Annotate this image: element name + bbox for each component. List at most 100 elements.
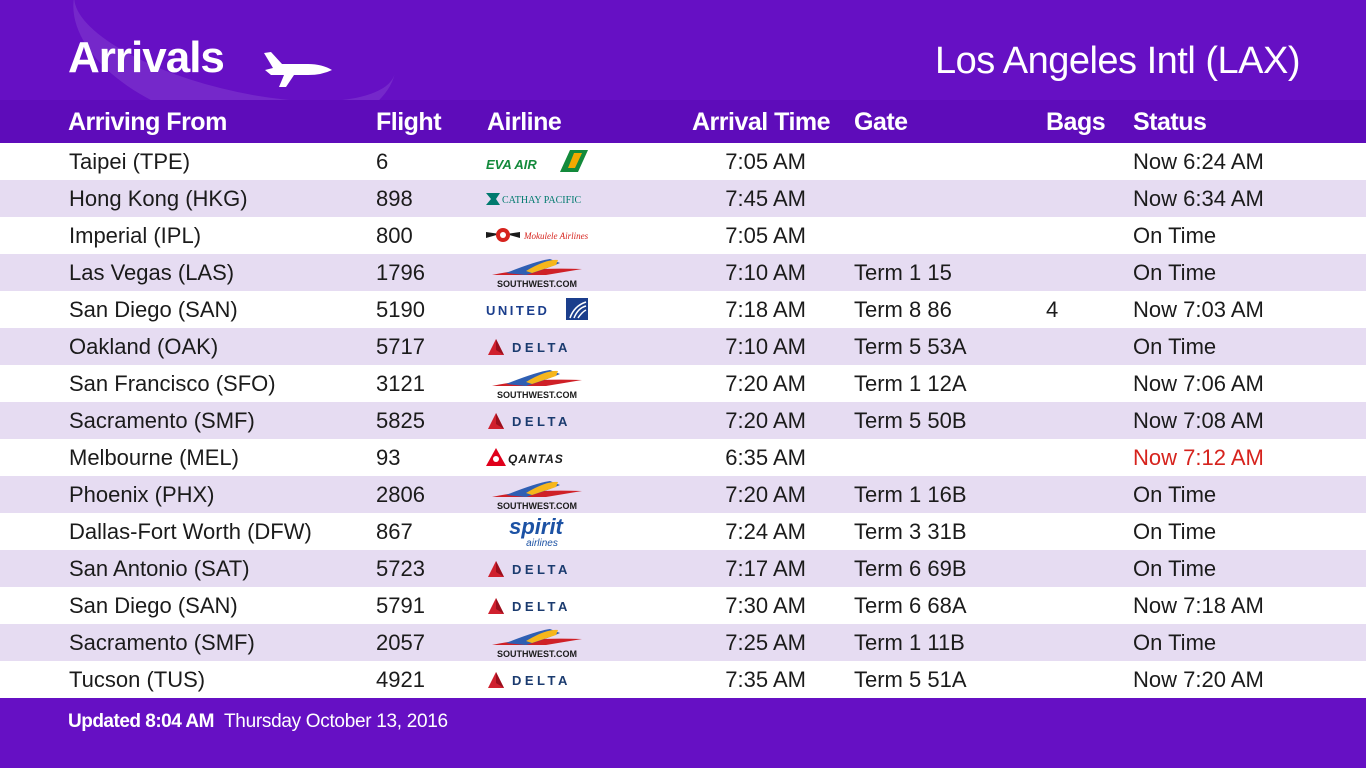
airline-logo-icon: SOUTHWEST.COM [492,481,582,510]
airline-logo-icon: Mokulele Airlines [486,228,588,242]
flight-number-cell: 5723 [376,556,425,581]
arrival-time-cell: 7:20 AM [725,482,806,507]
status-cell: Now 6:24 AM [1133,149,1264,174]
arrival-time-cell: 7:10 AM [725,334,806,359]
svg-text:QANTAS: QANTAS [508,452,564,466]
arrival-time-cell: 7:30 AM [725,593,806,618]
header-bar: Arrivals Los Angeles Intl (LAX) [0,0,1366,100]
status-cell: On Time [1133,519,1217,544]
svg-text:EVA AIR: EVA AIR [486,157,537,172]
svg-text:UNITED: UNITED [486,303,549,318]
flight-number-cell: 6 [376,149,389,174]
table-row: San Antonio (SAT) 5723 DELTA 7:17 AM Term 6… [0,550,1366,587]
arriving-from-cell: Oakland (OAK) [69,334,219,359]
airline-logo: Mokulele Airlines [486,220,588,251]
svg-text:SOUTHWEST.COM: SOUTHWEST.COM [497,279,577,288]
table-row: San Francisco (SFO) 3121 SOUTHWEST.COM 7:2… [0,365,1366,402]
svg-text:CATHAY PACIFIC: CATHAY PACIFIC [502,195,582,206]
flight-number-cell: 2057 [376,630,425,655]
flight-number-cell: 5190 [376,297,425,322]
column-header-flight: Flight [376,108,442,136]
airline-logo-icon: SOUTHWEST.COM [492,370,582,399]
arrival-time-cell: 7:24 AM [725,519,806,544]
arrival-time-cell: 7:20 AM [725,371,806,396]
airline-logo: SOUTHWEST.COM [486,368,588,399]
gate-cell: Term 1 16B [854,482,967,507]
airline-logo-icon: SOUTHWEST.COM [492,629,582,658]
page-title: Arrivals [68,33,225,82]
gate-cell: Term 8 86 [854,297,952,322]
gate-cell: Term 5 51A [854,667,967,692]
column-header-status: Status [1133,108,1207,136]
table-row: Hong Kong (HKG) 898 CATHAY PACIFIC 7:45 AM… [0,180,1366,217]
flight-number-cell: 93 [376,445,401,470]
table-row: Sacramento (SMF) 2057 SOUTHWEST.COM 7:25 A… [0,624,1366,661]
arrival-time-cell: 7:20 AM [725,408,806,433]
arrival-time-cell: 7:17 AM [725,556,806,581]
flight-number-cell: 1796 [376,260,425,285]
svg-text:SOUTHWEST.COM: SOUTHWEST.COM [497,501,577,510]
airline-logo-icon: SOUTHWEST.COM [492,259,582,288]
arriving-from-cell: Imperial (IPL) [69,223,202,248]
column-header-arrival-time: Arrival Time [692,108,831,136]
gate-cell: Term 1 11B [854,630,965,655]
column-header-arriving-from: Arriving From [68,108,227,136]
flight-number-cell: 5825 [376,408,425,433]
svg-text:SOUTHWEST.COM: SOUTHWEST.COM [497,390,577,399]
table-row: Sacramento (SMF) 5825 DELTA 7:20 AM Term 5 … [0,402,1366,439]
arrival-time-cell: 6:35 AM [725,445,806,470]
column-header-row: Arriving From Flight Airline Arrival Tim… [0,100,1366,143]
status-cell: On Time [1133,223,1217,248]
arrival-time-cell: 7:05 AM [725,149,806,174]
gate-cell: Term 1 12A [854,371,967,396]
airline-logo: DELTA [486,553,588,584]
arriving-from-cell: San Diego (SAN) [69,593,238,618]
gate-cell: Term 5 50B [854,408,967,433]
svg-text:DELTA: DELTA [512,562,571,577]
arrival-time-cell: 7:10 AM [725,260,806,285]
flight-number-cell: 3121 [376,371,425,396]
arrival-time-cell: 7:05 AM [725,223,806,248]
status-cell: Now 7:08 AM [1133,408,1264,433]
status-cell: Now 7:12 AM [1133,445,1264,470]
table-row: San Diego (SAN) 5791 DELTA 7:30 AM Term 6 6… [0,587,1366,624]
airline-logo: SOUTHWEST.COM [486,479,588,510]
arriving-from-cell: Las Vegas (LAS) [69,260,235,285]
table-row: Las Vegas (LAS) 1796 SOUTHWEST.COM 7:10 AM… [0,254,1366,291]
table-row: Taipei (TPE) 6 EVA AIR 7:05 AM Now 6:24 AM [0,143,1366,180]
arrivals-table: Taipei (TPE) 6 EVA AIR 7:05 AM Now 6:24 AM… [0,143,1366,698]
status-cell: On Time [1133,630,1217,655]
flight-number-cell: 5717 [376,334,425,359]
airport-name: Los Angeles Intl (LAX) [935,40,1301,82]
gate-cell: Term 6 68A [854,593,967,618]
current-date: Thursday October 13, 2016 [224,711,448,732]
airline-logo: QANTAS [486,442,588,473]
airline-logo-icon: spirit airlines [509,516,564,547]
status-cell: Now 7:06 AM [1133,371,1264,396]
airline-logo-icon: DELTA [488,672,567,688]
flight-number-cell: 2806 [376,482,425,507]
airline-logo-icon: DELTA [488,413,567,429]
table-row: Melbourne (MEL) 93 QANTAS 6:35 AM Now 7:12 … [0,439,1366,476]
arrival-time-cell: 7:35 AM [725,667,806,692]
airline-logo: DELTA [486,405,588,436]
airline-logo-icon: UNITED [486,298,588,320]
flight-number-cell: 800 [376,223,413,248]
arriving-from-cell: Sacramento (SMF) [69,630,255,655]
bags-cell: 4 [1046,297,1059,322]
arriving-from-cell: Dallas-Fort Worth (DFW) [69,519,312,544]
airline-logo-icon: DELTA [488,598,571,614]
gate-cell: Term 3 31B [854,519,967,544]
status-cell: On Time [1133,556,1217,581]
svg-text:DELTA: DELTA [512,599,571,614]
last-updated: Updated 8:04 AM [68,711,214,732]
arriving-from-cell: Sacramento (SMF) [69,408,255,433]
arriving-from-cell: Hong Kong (HKG) [69,186,248,211]
airline-logo-icon: QANTAS [486,448,564,466]
airline-logo: DELTA [486,590,588,621]
gate-cell: Term 6 69B [854,556,967,581]
airline-logo: SOUTHWEST.COM [486,627,588,658]
airline-logo-icon: CATHAY PACIFIC [486,193,582,206]
svg-text:SOUTHWEST.COM: SOUTHWEST.COM [497,649,577,658]
arriving-from-cell: Phoenix (PHX) [69,482,215,507]
